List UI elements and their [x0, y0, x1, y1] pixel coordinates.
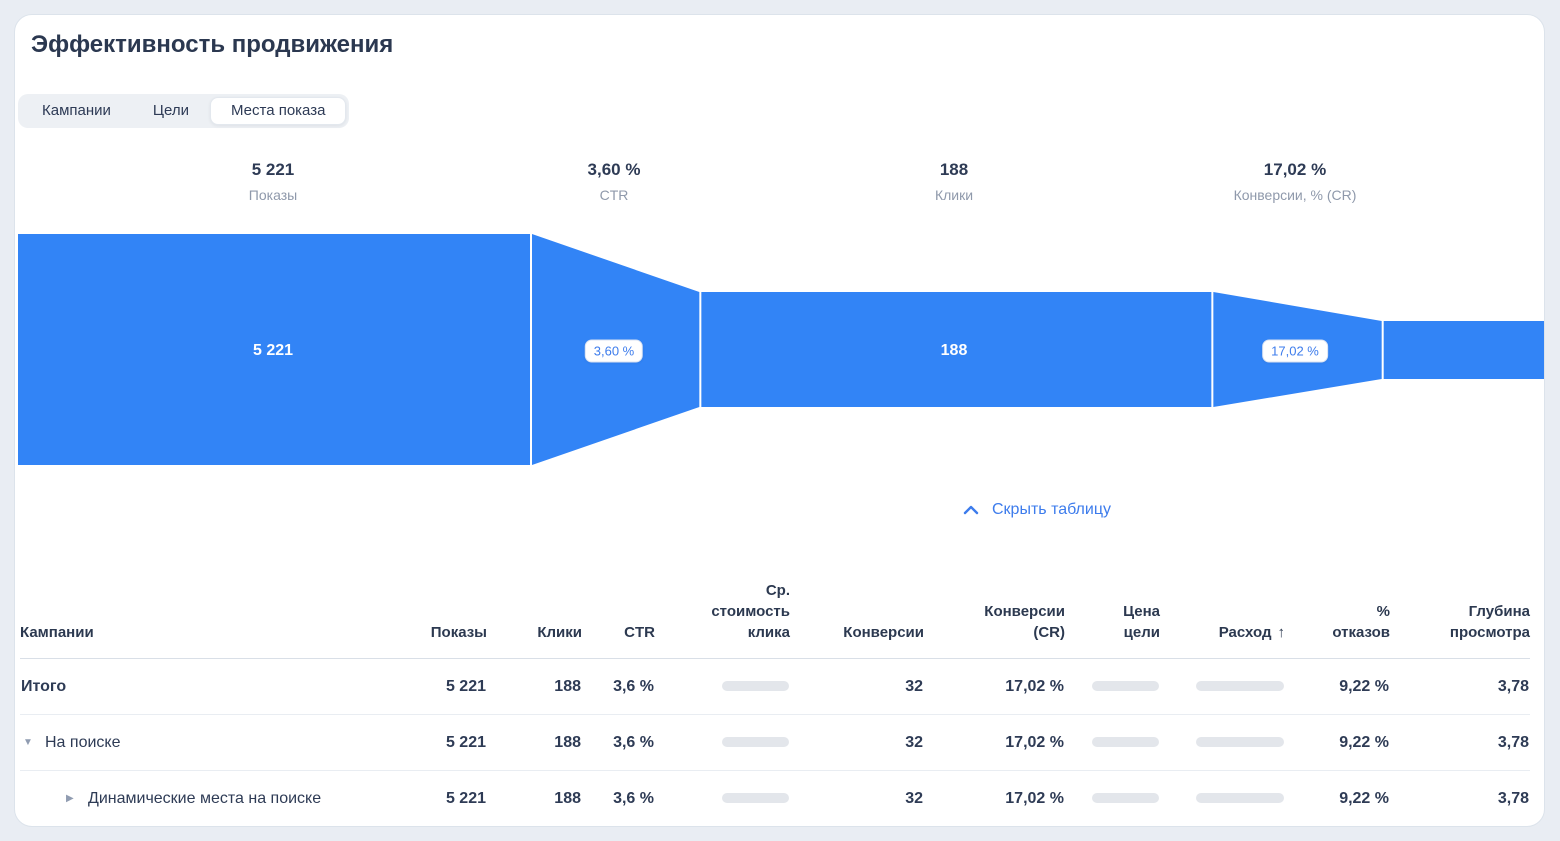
hide-table-link[interactable]: Скрыть таблицу — [963, 501, 1111, 519]
masked-value-pill — [1092, 792, 1159, 803]
table-row-on-search[interactable]: ▼ На поиске 5 221 188 3,6 % 32 17,02 % 9… — [20, 714, 1530, 771]
row-label-on-search: На поиске — [45, 733, 121, 751]
col-header-ctr[interactable]: CTR — [582, 560, 655, 659]
cell-clicks: 188 — [487, 658, 582, 715]
cell-cr: 17,02 % — [924, 658, 1065, 715]
cell-goal-price — [1065, 714, 1160, 771]
cell-view-depth: 3,78 — [1497, 789, 1529, 807]
cell-conversions: 32 — [905, 789, 923, 807]
funnel-clicks-bar-label: 188 — [940, 342, 968, 359]
funnel-impressions-bar-label: 5 221 — [252, 342, 294, 359]
funnel-ctr-badge: 3,60 % — [584, 339, 644, 363]
cell-ctr: 3,6 % — [582, 658, 655, 715]
funnel-cr-badge: 17,02 % — [1262, 339, 1328, 363]
cell-impressions: 5 221 — [390, 714, 487, 771]
col-header-campaigns[interactable]: Кампании — [20, 560, 390, 659]
hide-table-label: Скрыть таблицу — [992, 501, 1111, 518]
chevron-up-icon — [963, 505, 979, 515]
metric-cr: 17,02 % Конверсии, % (CR) — [1234, 160, 1357, 203]
cell-clicks: 188 — [487, 714, 582, 771]
cell-avg-cpc — [655, 771, 790, 827]
col-header-cost-label: Расход — [1218, 624, 1272, 641]
cell-avg-cpc — [655, 714, 790, 771]
col-header-avg-cpc[interactable]: Ср. стоимость клика — [655, 560, 790, 659]
col-header-impressions[interactable]: Показы — [390, 560, 487, 659]
funnel-segment-conversions — [1383, 321, 1544, 379]
cell-impressions: 5 221 — [390, 658, 487, 715]
masked-value-pill — [1092, 680, 1159, 691]
col-header-goal-price[interactable]: Цена цели — [1065, 560, 1160, 659]
col-header-cost[interactable]: Расход ↑ — [1160, 560, 1285, 659]
funnel-segment-clicks — [701, 292, 1212, 407]
funnel-metric-headlines: 5 221 Показы 3,60 % CTR 188 Клики 17,02 … — [18, 160, 1544, 222]
metric-ctr: 3,60 % CTR — [588, 160, 641, 203]
row-label-total: Итого — [20, 658, 390, 715]
table-row-total: Итого 5 221 188 3,6 % 32 17,02 % 9,22 % … — [20, 658, 1530, 715]
cell-cr: 17,02 % — [1005, 789, 1064, 807]
table-toggle-row: Скрыть таблицу — [15, 501, 1544, 525]
cell-bounce-rate: 9,22 % — [1285, 658, 1390, 715]
cell-cost — [1160, 771, 1285, 827]
masked-value-pill — [1196, 736, 1284, 747]
cell-view-depth: 3,78 — [1390, 658, 1530, 715]
collapse-triangle-icon[interactable]: ▼ — [23, 736, 33, 748]
cell-ctr: 3,6 % — [613, 789, 654, 807]
funnel-chart: 5 221 3,60 % 188 17,02 % — [18, 234, 1544, 465]
cell-cost — [1160, 714, 1285, 771]
metric-clicks-label: Клики — [934, 187, 974, 203]
metric-ctr-label: CTR — [599, 187, 629, 203]
cell-cr: 17,02 % — [924, 714, 1065, 771]
cell-bounce-rate: 9,22 % — [1339, 789, 1389, 807]
metric-cr-label: Конверсии, % (CR) — [1233, 187, 1357, 203]
cell-conversions: 32 — [790, 714, 924, 771]
cell-view-depth: 3,78 — [1390, 714, 1530, 771]
view-tabs: Кампании Цели Места показа — [18, 94, 350, 128]
cell-ctr: 3,6 % — [582, 714, 655, 771]
col-header-clicks[interactable]: Клики — [487, 560, 582, 659]
masked-value-pill — [1196, 792, 1284, 803]
col-header-conversions[interactable]: Конверсии — [790, 560, 924, 659]
funnel-segment-impressions — [18, 234, 531, 465]
metric-impressions-value: 5 221 — [251, 160, 295, 179]
col-header-cr[interactable]: Конверсии (CR) — [924, 560, 1065, 659]
cell-goal-price — [1065, 771, 1160, 827]
cell-conversions: 32 — [790, 658, 924, 715]
cell-cost — [1160, 658, 1285, 715]
table-header-row: Кампании Показы Клики CTR Ср. стоимость … — [20, 560, 1530, 659]
cell-bounce-rate: 9,22 % — [1285, 714, 1390, 771]
campaigns-table: Кампании Показы Клики CTR Ср. стоимость … — [20, 560, 1530, 827]
metric-ctr-value: 3,60 % — [587, 160, 641, 179]
tab-goals[interactable]: Цели — [152, 102, 189, 119]
row-label-dynamic-search-places: Динамические места на поиске — [88, 789, 322, 807]
page-title: Эффективность продвижения — [31, 31, 394, 58]
metric-cr-value: 17,02 % — [1263, 160, 1327, 179]
tab-campaigns[interactable]: Кампании — [42, 102, 111, 119]
masked-value-pill — [722, 792, 789, 803]
col-header-view-depth[interactable]: Глубина просмотра — [1390, 560, 1530, 659]
cell-goal-price — [1065, 658, 1160, 715]
masked-value-pill — [722, 736, 789, 747]
table-row-dynamic-search-places[interactable]: ▶ Динамические места на поиске 5 221 188… — [20, 771, 1530, 827]
tab-placements[interactable]: Места показа — [209, 97, 347, 125]
cell-avg-cpc — [655, 658, 790, 715]
metric-clicks: 188 Клики — [935, 160, 973, 203]
col-header-bounce-rate[interactable]: % отказов — [1285, 560, 1390, 659]
sort-asc-icon: ↑ — [1277, 624, 1286, 641]
masked-value-pill — [1092, 736, 1159, 747]
metric-clicks-value: 188 — [939, 160, 969, 179]
masked-value-pill — [1196, 680, 1284, 691]
masked-value-pill — [722, 680, 789, 691]
metric-impressions: 5 221 Показы — [249, 160, 297, 203]
expand-triangle-icon[interactable]: ▶ — [66, 792, 74, 804]
metric-impressions-label: Показы — [248, 187, 298, 203]
promotion-effectiveness-card: Эффективность продвижения Кампании Цели … — [14, 14, 1545, 827]
cell-clicks: 188 — [554, 789, 581, 807]
cell-impressions: 5 221 — [445, 789, 486, 807]
